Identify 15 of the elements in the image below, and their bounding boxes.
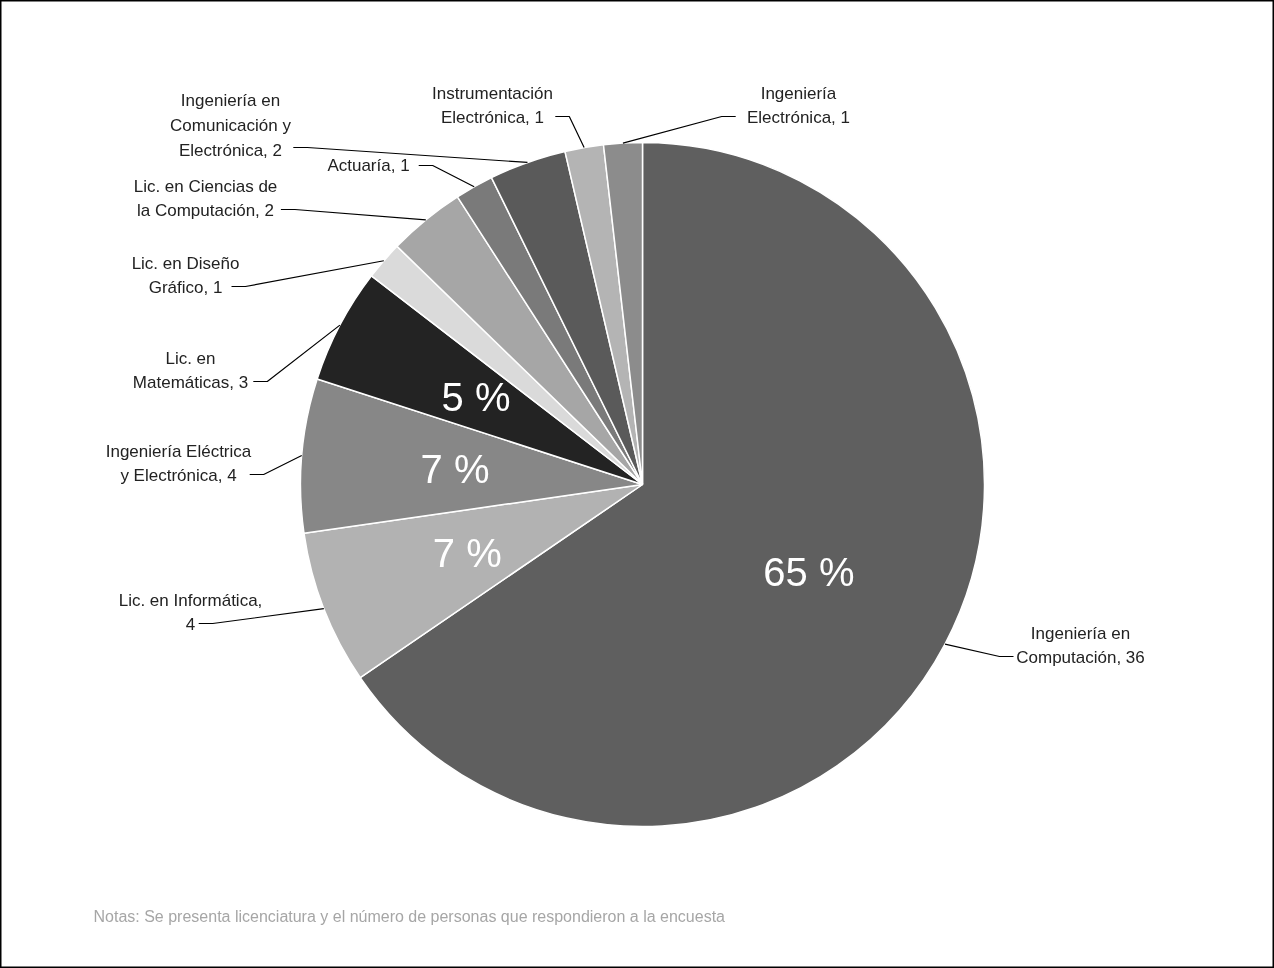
slice-label: Instrumentación Electrónica, 1 [432, 83, 553, 128]
slice-label: Ingeniería en Computación, 36 [1016, 623, 1145, 668]
slice-label: Lic. en Matemáticas, 3 [132, 348, 249, 393]
text: Notas: Se presenta licenciatura y el número de personas que respondieron a la encuesta [93, 908, 726, 925]
slice-label: Lic. en Informática, 4 [118, 590, 263, 635]
slice-label: Actuaría, 1 [327, 156, 410, 175]
slice-label: Lic. en Diseño Gráfico, 1 [131, 253, 240, 298]
slice-label: Ingeniería Electrónica, 1 [747, 83, 850, 128]
slice-label: Ingeniería en Comunicación y Electrónica, 2 [170, 91, 292, 160]
data-label: 7 % [432, 530, 502, 575]
slice-label: Ingeniería Eléctrica y Electrónica, 4 [105, 441, 252, 486]
data-label: 5 % [441, 374, 511, 419]
data-label: 7 % [420, 446, 490, 491]
data-label: 65 % [763, 550, 855, 595]
slice-label: Lic. en Ciencias de la Computación, 2 [133, 176, 278, 221]
